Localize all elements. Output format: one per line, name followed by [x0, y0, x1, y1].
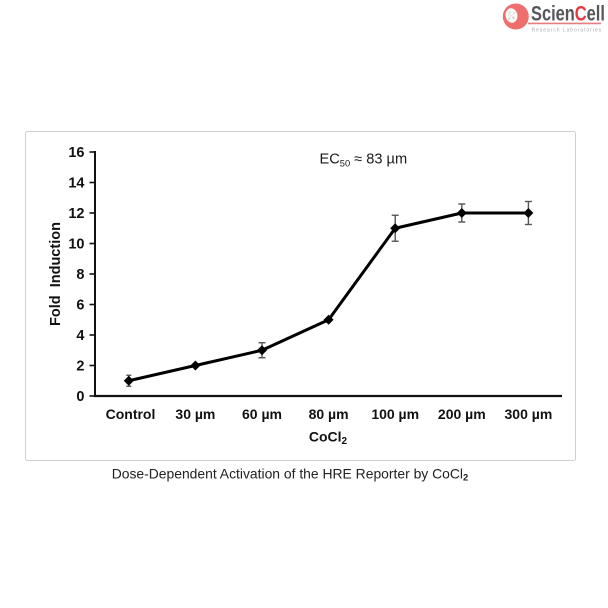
svg-text:100 µm: 100 µm: [371, 406, 419, 422]
svg-text:200 µm: 200 µm: [438, 406, 486, 422]
svg-text:Research Laboratories: Research Laboratories: [532, 28, 603, 34]
svg-text:12: 12: [68, 206, 84, 222]
svg-text:10: 10: [68, 237, 84, 253]
svg-text:EC50 ≈ 83 µm: EC50 ≈ 83 µm: [320, 152, 408, 169]
svg-text:6: 6: [76, 298, 84, 314]
svg-text:30 µm: 30 µm: [175, 406, 215, 422]
svg-text:4: 4: [76, 328, 84, 344]
svg-text:14: 14: [68, 176, 84, 192]
svg-text:CoCl2: CoCl2: [309, 429, 348, 448]
svg-text:Control: Control: [106, 406, 156, 422]
svg-text:Fold Induction: Fold Induction: [48, 222, 64, 326]
svg-text:0: 0: [76, 389, 84, 405]
svg-text:ScienCell: ScienCell: [531, 2, 605, 25]
svg-text:60 µm: 60 µm: [242, 406, 282, 422]
svg-text:300 µm: 300 µm: [505, 406, 553, 422]
svg-text:80 µm: 80 µm: [309, 406, 349, 422]
svg-text:8: 8: [76, 267, 84, 283]
svg-text:2: 2: [76, 359, 84, 375]
svg-text:Dose-Dependent Activation of t: Dose-Dependent Activation of the HRE Rep…: [112, 466, 469, 484]
svg-text:16: 16: [68, 145, 84, 161]
